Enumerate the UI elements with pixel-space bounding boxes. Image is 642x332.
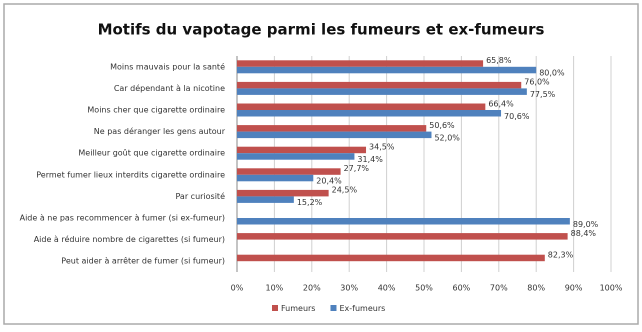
value-label: 89,0% <box>573 220 599 229</box>
y-tick-label: Par curiosité <box>175 191 225 201</box>
chart-frame <box>3 3 639 325</box>
bar <box>237 218 570 225</box>
y-tick-label: Aide à réduire nombre de cigarettes (si … <box>34 234 225 244</box>
bar <box>237 125 427 132</box>
value-label: 76,0% <box>524 78 550 87</box>
y-tick-label: Permet fumer lieux interdits cigarette o… <box>36 170 225 179</box>
value-label: 20,4% <box>316 177 342 186</box>
value-label: 82,3% <box>548 250 574 259</box>
bar <box>237 88 527 95</box>
y-tick-label: Moins mauvais pour la santé <box>110 61 225 71</box>
x-tick-label: 80% <box>527 284 545 293</box>
bar <box>237 168 341 175</box>
x-tick-label: 30% <box>340 284 358 293</box>
value-label: 50,6% <box>429 121 455 130</box>
value-label: 77,5% <box>530 90 556 99</box>
bar <box>237 153 355 160</box>
bar <box>237 254 545 262</box>
value-label: 66,4% <box>488 99 514 108</box>
x-tick-label: 0% <box>231 284 244 293</box>
bar <box>237 174 314 182</box>
bar <box>237 60 484 67</box>
bar <box>237 110 502 117</box>
legend-label: Fumeurs <box>281 304 315 313</box>
x-tick-label: 60% <box>453 284 471 293</box>
x-tick-label: 50% <box>415 284 433 293</box>
legend-swatch <box>330 305 337 311</box>
x-tick-label: 90% <box>565 284 583 293</box>
y-tick-label: Peut aider à arrêter de fumer (si fumeur… <box>61 256 225 266</box>
value-label: 27,7% <box>344 164 370 173</box>
value-label: 15,2% <box>297 198 323 207</box>
value-label: 24,5% <box>332 186 358 195</box>
bar <box>237 233 568 240</box>
bar <box>237 66 537 74</box>
y-tick-label: Car dépendant à la nicotine <box>114 83 225 93</box>
bar <box>237 189 329 197</box>
bar <box>237 103 486 110</box>
x-tick-label: 40% <box>378 284 396 293</box>
y-tick-label: Meilleur goût que cigarette ordinaire <box>78 149 225 158</box>
bar <box>237 131 432 139</box>
bar <box>237 146 367 154</box>
bar <box>237 81 522 89</box>
value-label: 88,4% <box>571 229 597 238</box>
x-tick-label: 100% <box>600 284 623 293</box>
value-label: 34,5% <box>369 142 395 151</box>
value-label: 70,6% <box>504 112 530 121</box>
value-label: 31,4% <box>357 155 383 164</box>
x-tick-label: 20% <box>303 284 321 293</box>
y-tick-label: Ne pas déranger les gens autour <box>94 126 226 136</box>
x-tick-label: 10% <box>266 284 284 293</box>
y-tick-label: Aide à ne pas recommencer à fumer (si ex… <box>20 214 225 223</box>
value-label: 65,8% <box>486 56 512 65</box>
bar <box>237 196 294 203</box>
value-label: 52,0% <box>434 133 460 142</box>
y-tick-label: Moins cher que cigarette ordinaire <box>87 106 225 115</box>
value-label: 80,0% <box>539 69 565 78</box>
x-tick-label: 70% <box>490 284 508 293</box>
legend-swatch <box>272 305 278 311</box>
chart-title: Motifs du vapotage parmi les fumeurs et … <box>98 21 545 39</box>
legend-label: Ex-fumeurs <box>339 304 385 313</box>
